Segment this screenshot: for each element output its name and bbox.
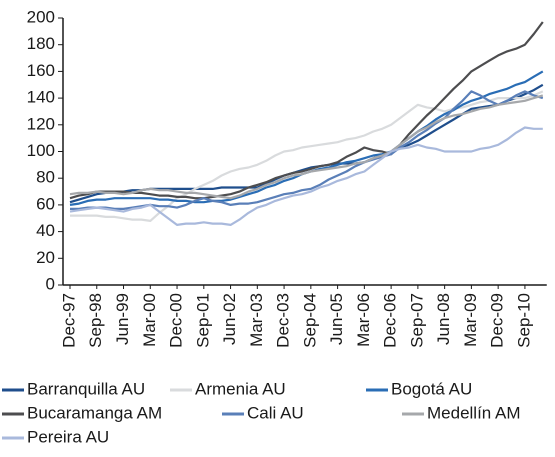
x-tick-label: Sep-10 bbox=[514, 293, 533, 348]
legend-label: Armenia AU bbox=[195, 379, 286, 398]
x-tick-label: Dec-00 bbox=[167, 293, 186, 348]
y-tick-label: 100 bbox=[27, 141, 55, 160]
legend-label: Bucaramanga AM bbox=[27, 403, 162, 422]
series-line bbox=[69, 94, 544, 200]
x-tick-label: Mar-00 bbox=[140, 293, 159, 347]
y-tick-label: 160 bbox=[27, 61, 55, 80]
y-tick-label: 180 bbox=[27, 34, 55, 53]
x-tick-label: Jun-02 bbox=[220, 293, 239, 345]
y-tick-label: 60 bbox=[36, 194, 55, 213]
series-line bbox=[69, 126, 543, 226]
x-tick-label: Jun-05 bbox=[327, 293, 346, 345]
x-tick-label: Sep-98 bbox=[86, 293, 105, 348]
x-tick-label: Dec-97 bbox=[59, 293, 78, 348]
y-tick-label: 140 bbox=[27, 88, 55, 107]
x-tick-label: Mar-09 bbox=[461, 293, 480, 347]
legend-label: Medellín AM bbox=[427, 403, 521, 422]
x-tick-label: Dec-03 bbox=[274, 293, 293, 348]
x-tick-label: Sep-04 bbox=[300, 293, 319, 348]
legend-label: Pereira AU bbox=[27, 427, 109, 446]
series-line bbox=[70, 90, 544, 222]
series-line bbox=[69, 21, 544, 200]
series-line bbox=[69, 83, 544, 204]
x-tick-label: Sep-01 bbox=[193, 293, 212, 348]
y-tick-label: 40 bbox=[36, 221, 55, 240]
legend-label: Bogotá AU bbox=[391, 379, 472, 398]
y-tick-label: 80 bbox=[36, 168, 55, 187]
x-tick-label: Dec-06 bbox=[381, 293, 400, 348]
x-tick-label: Jun-08 bbox=[434, 293, 453, 345]
y-tick-label: 20 bbox=[36, 248, 55, 267]
legend-label: Barranquilla AU bbox=[27, 379, 145, 398]
x-tick-label: Jun-99 bbox=[113, 293, 132, 345]
legend-label: Cali AU bbox=[247, 403, 304, 422]
x-tick-label: Dec-09 bbox=[488, 293, 507, 348]
x-tick-label: Sep-07 bbox=[407, 293, 426, 348]
y-tick-label: 120 bbox=[27, 114, 55, 133]
x-tick-label: Mar-03 bbox=[247, 293, 266, 347]
x-tick-label: Mar-06 bbox=[354, 293, 373, 347]
y-tick-label: 0 bbox=[46, 274, 55, 293]
y-tick-label: 200 bbox=[27, 7, 55, 26]
